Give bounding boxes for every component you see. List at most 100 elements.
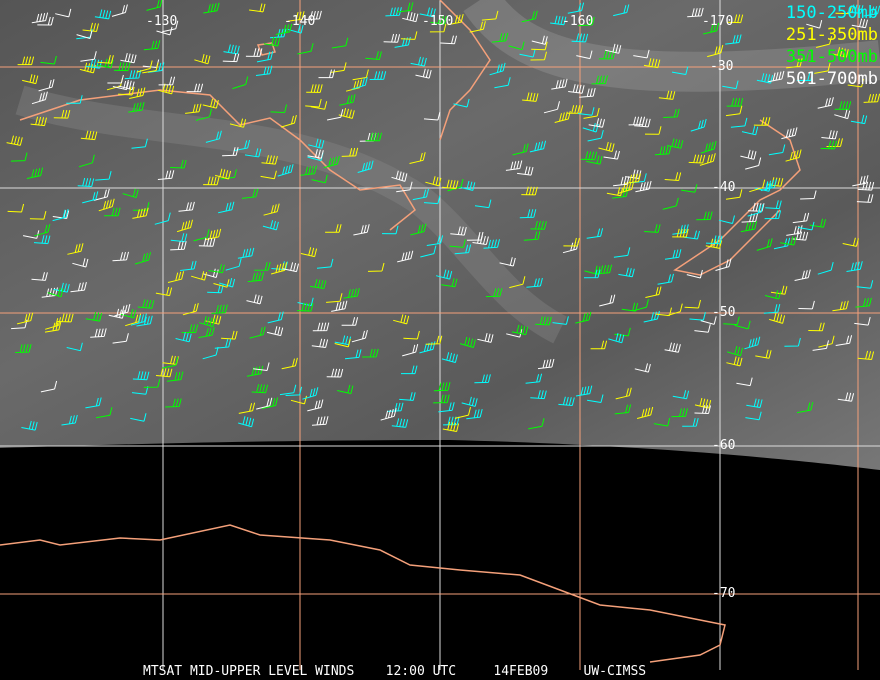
wind-barb bbox=[260, 170, 277, 180]
wind-barb bbox=[442, 421, 460, 432]
wind-barb bbox=[726, 14, 744, 24]
wind-barb bbox=[158, 76, 176, 86]
wind-barb bbox=[512, 143, 529, 156]
wind-barb bbox=[756, 73, 774, 84]
wind-barb bbox=[399, 392, 416, 401]
wind-barb bbox=[277, 164, 294, 177]
wind-barb bbox=[156, 26, 173, 36]
wind-barb bbox=[523, 231, 541, 241]
wind-barb bbox=[644, 126, 662, 135]
wind-barb bbox=[280, 114, 297, 128]
lat-label: -70 bbox=[712, 586, 736, 601]
wind-barb bbox=[237, 247, 255, 259]
wind-barb bbox=[142, 62, 159, 74]
wind-barb bbox=[808, 322, 825, 332]
wind-barb bbox=[256, 397, 273, 410]
wind-barb bbox=[238, 416, 255, 428]
wind-barb bbox=[430, 15, 447, 25]
wind-barb bbox=[229, 118, 247, 128]
wind-barb bbox=[270, 104, 288, 113]
wind-barb bbox=[249, 3, 266, 13]
wind-barb bbox=[351, 329, 368, 343]
wind-barb bbox=[353, 224, 370, 236]
wind-barb bbox=[521, 186, 538, 196]
wind-barb bbox=[383, 33, 401, 43]
wind-barb bbox=[653, 417, 671, 427]
wind-barb bbox=[736, 377, 753, 387]
wind-barb bbox=[94, 9, 112, 20]
wind-barb bbox=[684, 299, 701, 309]
legend-251-350mb: 251-350mb bbox=[785, 25, 878, 45]
wind-barb bbox=[129, 87, 146, 99]
wind-barb bbox=[856, 280, 874, 289]
wind-barb bbox=[29, 210, 47, 220]
wind-barb bbox=[40, 380, 58, 393]
wind-barb bbox=[198, 326, 215, 339]
wind-barb bbox=[438, 402, 455, 413]
wind-barb bbox=[615, 387, 632, 400]
wind-barb bbox=[220, 169, 237, 180]
wind-barb bbox=[55, 8, 72, 18]
wind-barb bbox=[812, 340, 829, 351]
cloud-band bbox=[15, 85, 568, 344]
wind-barb bbox=[529, 140, 547, 153]
wind-barb bbox=[175, 332, 192, 343]
wind-barb bbox=[718, 215, 735, 224]
wind-barb bbox=[746, 398, 763, 408]
wind-barb bbox=[755, 349, 772, 359]
wind-barb bbox=[672, 228, 689, 238]
wind-barb bbox=[558, 396, 575, 406]
wind-barb bbox=[15, 343, 32, 353]
wind-barb bbox=[323, 155, 340, 169]
wind-barb bbox=[588, 118, 605, 128]
wind-barb bbox=[82, 22, 99, 32]
wind-barb bbox=[312, 322, 330, 332]
wind-barb bbox=[530, 51, 547, 61]
wind-barb bbox=[466, 408, 483, 420]
wind-barb bbox=[850, 114, 868, 125]
wind-barb bbox=[780, 236, 797, 246]
wind-barb bbox=[725, 189, 743, 200]
wind-barb bbox=[766, 177, 784, 187]
wind-barb bbox=[223, 44, 240, 55]
wind-barb bbox=[72, 258, 89, 268]
wind-barb bbox=[449, 239, 466, 248]
wind-barb bbox=[47, 287, 64, 298]
wind-barb bbox=[391, 418, 409, 428]
wind-barb bbox=[330, 62, 347, 73]
wind-barb bbox=[394, 36, 411, 48]
wind-barb bbox=[433, 394, 450, 404]
wind-barb bbox=[786, 58, 803, 69]
wind-barb bbox=[214, 168, 232, 180]
wind-barb bbox=[85, 311, 103, 322]
wind-barb bbox=[447, 13, 464, 26]
wind-barb bbox=[429, 23, 447, 33]
wind-barb bbox=[97, 54, 114, 64]
wind-barb bbox=[410, 223, 427, 236]
wind-barb bbox=[263, 36, 281, 47]
wind-barb bbox=[409, 152, 426, 164]
wind-barb bbox=[66, 342, 83, 352]
wind-barb bbox=[198, 237, 216, 247]
wind-barb bbox=[537, 358, 555, 370]
wind-barb bbox=[578, 107, 595, 116]
wind-barb bbox=[633, 49, 650, 59]
wind-barb bbox=[85, 397, 102, 409]
footer-caption: MTSAT MID-UPPER LEVEL WINDS 12:00 UTC 14… bbox=[0, 664, 880, 679]
wind-barb bbox=[745, 157, 762, 170]
wind-barb bbox=[256, 51, 274, 63]
wind-barb bbox=[854, 316, 871, 326]
wind-barb bbox=[835, 335, 853, 346]
wind-barb bbox=[247, 272, 265, 283]
wind-barb bbox=[499, 257, 516, 267]
wind-barb bbox=[107, 74, 124, 84]
wind-barb bbox=[104, 207, 121, 217]
wind-barb bbox=[707, 44, 724, 58]
wind-barb bbox=[202, 268, 219, 278]
wind-barb bbox=[851, 18, 868, 29]
wind-barb bbox=[543, 101, 560, 114]
coastline bbox=[439, 0, 491, 141]
wind-barb bbox=[357, 160, 374, 173]
wind-barb bbox=[511, 324, 529, 336]
